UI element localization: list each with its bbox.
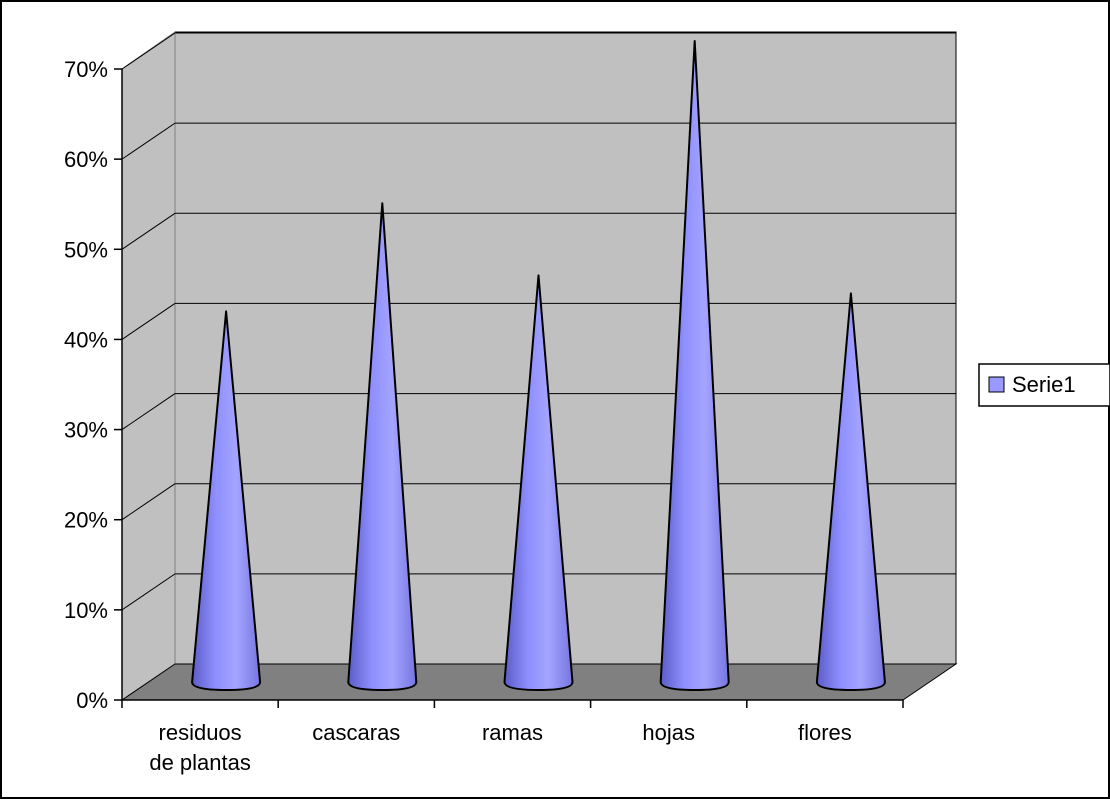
y-tick-label: 50% xyxy=(64,237,108,262)
gridline-side xyxy=(121,32,176,70)
cone-shape xyxy=(503,274,574,691)
gridline-side xyxy=(121,212,176,250)
y-tick-label: 60% xyxy=(64,147,108,172)
cone-bar xyxy=(503,274,574,691)
plot-area xyxy=(120,31,958,701)
x-tick-label: hojas xyxy=(642,720,695,745)
y-tick-label: 10% xyxy=(64,598,108,623)
legend-swatch xyxy=(988,376,1005,393)
gridline-side xyxy=(121,122,176,160)
y-axis-ticks: 0% 10% 20% 30% 40% 50% 60% 70% xyxy=(64,57,123,713)
legend: Serie1 xyxy=(978,363,1110,407)
cone-bar xyxy=(191,310,262,691)
x-tick-label: ramas xyxy=(482,720,543,745)
y-tick-label: 30% xyxy=(64,418,108,443)
y-tick-label: 0% xyxy=(76,688,108,713)
gridline-side xyxy=(121,303,176,340)
y-tick-label: 20% xyxy=(64,508,108,533)
x-axis-ticks: residuos de plantas cascaras ramas hojas flor… xyxy=(121,699,904,775)
gridline-side xyxy=(121,393,176,430)
gridline-side xyxy=(121,483,176,521)
gridline-side xyxy=(121,573,176,611)
cone-shape xyxy=(815,292,886,691)
cone-bar xyxy=(659,40,730,691)
x-tick-label: residuos xyxy=(159,720,242,745)
y-tick-label: 40% xyxy=(64,327,108,352)
cone-bar xyxy=(347,202,418,691)
legend-label: Serie1 xyxy=(1012,372,1076,397)
cone-shape xyxy=(347,202,418,691)
cone-shape xyxy=(659,40,730,691)
x-tick-label: de plantas xyxy=(149,750,251,775)
cone-shape xyxy=(191,310,262,691)
y-tick-label: 70% xyxy=(64,57,108,82)
side-wall xyxy=(121,31,176,701)
x-tick-label: flores xyxy=(798,720,852,745)
cone-bar xyxy=(815,292,886,691)
x-tick-label: cascaras xyxy=(312,720,400,745)
